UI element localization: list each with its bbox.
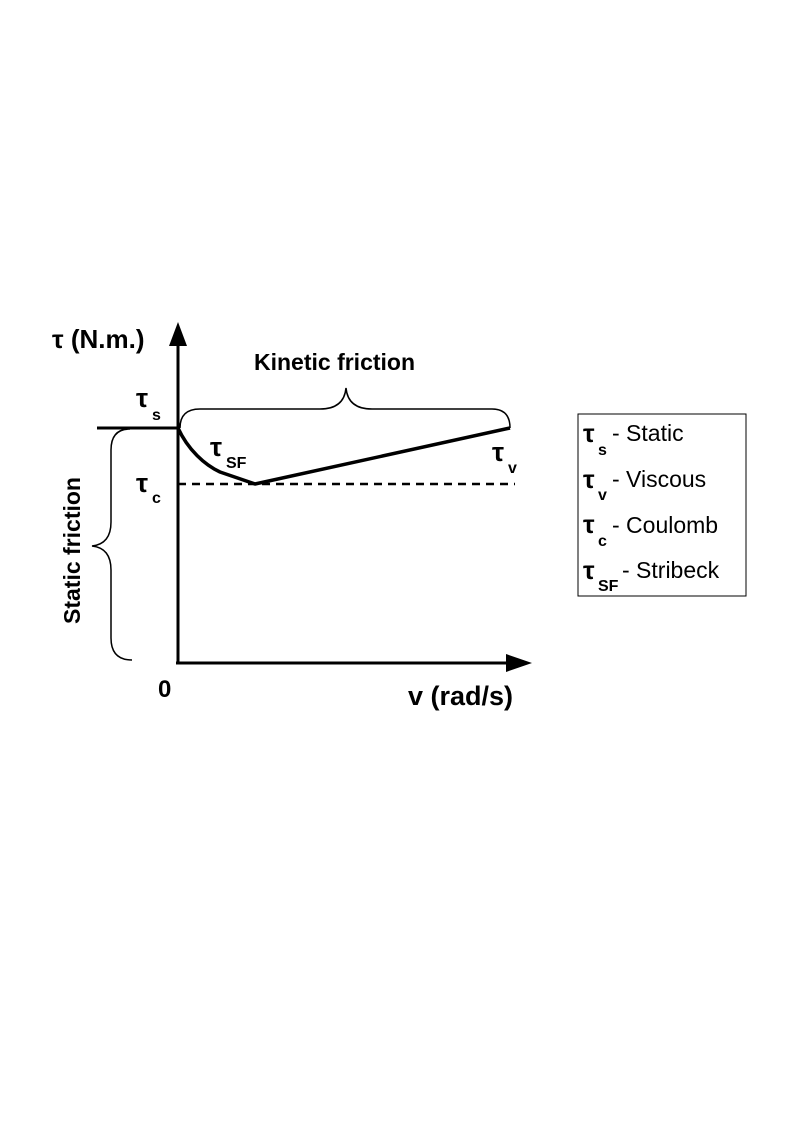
legend-tau-symbol: τ (583, 464, 595, 494)
legend-item-coulomb: τ c - Coulomb (583, 509, 718, 550)
tau-v-label: τ v (492, 437, 517, 477)
friction-curve (176, 426, 511, 486)
kinetic-friction-label: Kinetic friction (254, 349, 415, 375)
legend-tau-symbol: τ (583, 509, 595, 539)
legend-item-static: τ s - Static (583, 418, 684, 459)
legend-item-stribeck: τ SF - Stribeck (583, 555, 720, 595)
legend-item-viscous: τ v - Viscous (583, 464, 706, 504)
tau-c-symbol: τ (136, 468, 148, 498)
legend-description: - Stribeck (622, 557, 720, 583)
y-axis-arrowhead (169, 322, 187, 346)
legend-box (577, 413, 747, 597)
tau-v-subscript: v (508, 460, 517, 477)
tau-c-subscript: c (152, 490, 161, 507)
legend-subscript: SF (598, 578, 619, 595)
static-friction-brace (91, 428, 133, 661)
x-axis-label: v (rad/s) (408, 681, 513, 711)
x-axis-arrowhead (506, 654, 532, 672)
y-axis-label: τ (N.m.) (52, 324, 145, 354)
tau-sf-subscript: SF (226, 455, 247, 472)
legend-description: - Static (612, 420, 684, 446)
origin-label: 0 (158, 676, 171, 703)
tau-s-symbol: τ (136, 383, 148, 413)
kinetic-friction-brace (179, 387, 511, 429)
tau-sf-symbol: τ (210, 432, 222, 462)
tau-v-symbol: τ (492, 437, 504, 467)
tau-s-label: τ s (136, 383, 161, 424)
legend-subscript: v (598, 487, 607, 504)
legend-tau-symbol: τ (583, 555, 595, 585)
tau-c-label: τ c (136, 468, 161, 507)
static-friction-label: Static friction (59, 477, 85, 624)
legend-subscript: s (598, 442, 607, 459)
legend-description: - Coulomb (612, 512, 718, 538)
legend-tau-symbol: τ (583, 418, 595, 448)
tau-sf-label: τ SF (210, 432, 247, 472)
legend-description: - Viscous (612, 466, 706, 492)
legend-subscript: c (598, 533, 607, 550)
tau-s-subscript: s (152, 407, 161, 424)
